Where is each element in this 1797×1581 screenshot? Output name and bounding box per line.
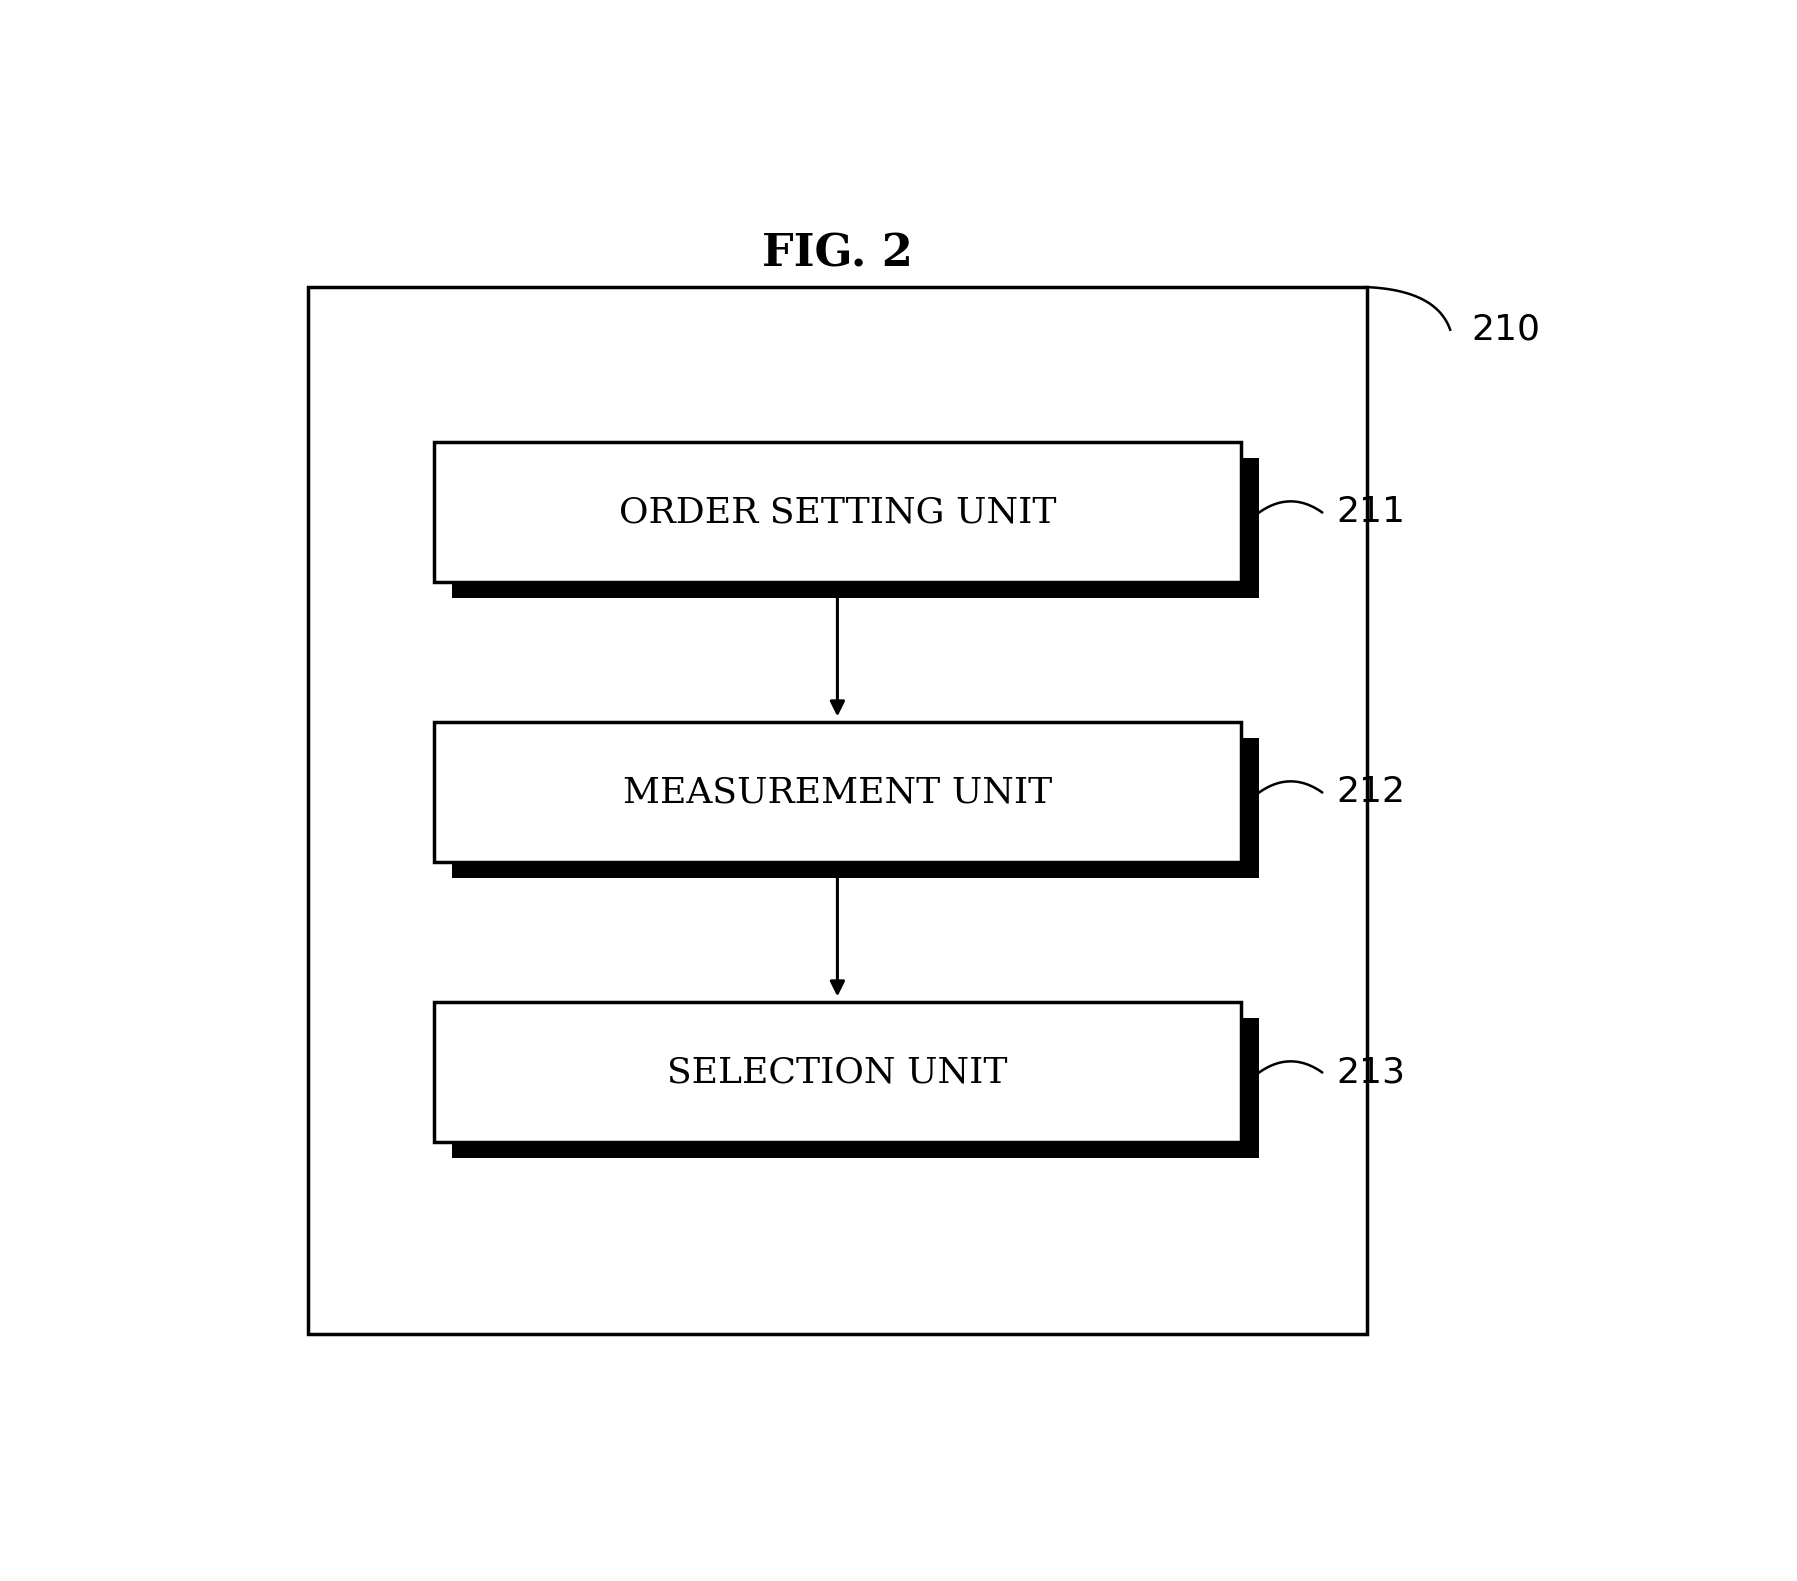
- Bar: [451, 458, 1260, 598]
- Text: FIG. 2: FIG. 2: [762, 232, 913, 275]
- Bar: [451, 738, 1260, 877]
- Bar: [433, 723, 1242, 862]
- Bar: [433, 1002, 1242, 1143]
- Text: ORDER SETTING UNIT: ORDER SETTING UNIT: [618, 495, 1057, 530]
- Bar: [433, 443, 1242, 582]
- Bar: [451, 1018, 1260, 1159]
- Text: 211: 211: [1335, 495, 1405, 530]
- Bar: [309, 288, 1368, 1334]
- Text: MEASUREMENT UNIT: MEASUREMENT UNIT: [624, 775, 1051, 809]
- Text: 212: 212: [1335, 775, 1405, 809]
- Text: 210: 210: [1472, 313, 1540, 346]
- Text: 213: 213: [1335, 1055, 1405, 1089]
- Text: SELECTION UNIT: SELECTION UNIT: [667, 1055, 1008, 1089]
